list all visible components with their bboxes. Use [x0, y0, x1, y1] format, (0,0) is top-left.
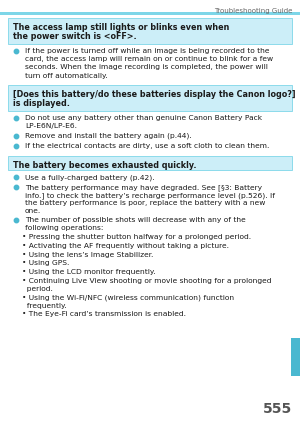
Text: is displayed.: is displayed. — [13, 99, 70, 108]
Text: • Using the lens’s Image Stabilizer.: • Using the lens’s Image Stabilizer. — [22, 252, 153, 258]
Text: If the electrical contacts are dirty, use a soft cloth to clean them.: If the electrical contacts are dirty, us… — [25, 143, 269, 148]
Bar — [0, 12, 300, 16]
FancyBboxPatch shape — [8, 157, 292, 170]
Text: • The Eye-Fi card’s transmission is enabled.: • The Eye-Fi card’s transmission is enab… — [22, 311, 186, 317]
Text: • Continuing Live View shooting or movie shooting for a prolonged
  period.: • Continuing Live View shooting or movie… — [22, 278, 272, 292]
Text: The battery becomes exhausted quickly.: The battery becomes exhausted quickly. — [13, 161, 196, 170]
Text: • Using GPS.: • Using GPS. — [22, 261, 69, 266]
Bar — [291, 338, 300, 376]
Text: Do not use any battery other than genuine Canon Battery Pack
LP-E6N/LP-E6.: Do not use any battery other than genuin… — [25, 115, 262, 129]
Text: the power switch is <ᴏFF>.: the power switch is <ᴏFF>. — [13, 32, 136, 41]
Text: 555: 555 — [263, 402, 292, 416]
Text: The number of possible shots will decrease with any of the: The number of possible shots will decrea… — [25, 217, 246, 223]
FancyBboxPatch shape — [8, 85, 292, 111]
Text: Remove and install the battery again (p.44).: Remove and install the battery again (p.… — [25, 133, 192, 139]
Text: If the power is turned off while an image is being recorded to the
card, the acc: If the power is turned off while an imag… — [25, 48, 273, 79]
Text: [Does this battery/do these batteries display the Canon logo?]: [Does this battery/do these batteries di… — [13, 90, 295, 99]
Text: • Pressing the shutter button halfway for a prolonged period.: • Pressing the shutter button halfway fo… — [22, 234, 251, 240]
FancyBboxPatch shape — [8, 18, 292, 44]
Text: • Using the Wi-Fi/NFC (wireless communication) function
  frequently.: • Using the Wi-Fi/NFC (wireless communic… — [22, 294, 234, 309]
Text: • Using the LCD monitor frequently.: • Using the LCD monitor frequently. — [22, 269, 156, 275]
Text: • Activating the AF frequently without taking a picture.: • Activating the AF frequently without t… — [22, 243, 229, 249]
Text: following operations:: following operations: — [25, 225, 103, 231]
Text: Troubleshooting Guide: Troubleshooting Guide — [214, 8, 292, 14]
Text: one.: one. — [25, 208, 41, 214]
Text: The battery performance may have degraded. See [§3: Battery: The battery performance may have degrade… — [25, 184, 262, 191]
Text: info.] to check the battery’s recharge performance level (p.526). If: info.] to check the battery’s recharge p… — [25, 192, 275, 199]
Text: Use a fully-charged battery (p.42).: Use a fully-charged battery (p.42). — [25, 174, 154, 181]
Text: The access lamp still lights or blinks even when: The access lamp still lights or blinks e… — [13, 23, 230, 32]
Text: the battery performance is poor, replace the battery with a new: the battery performance is poor, replace… — [25, 200, 266, 206]
